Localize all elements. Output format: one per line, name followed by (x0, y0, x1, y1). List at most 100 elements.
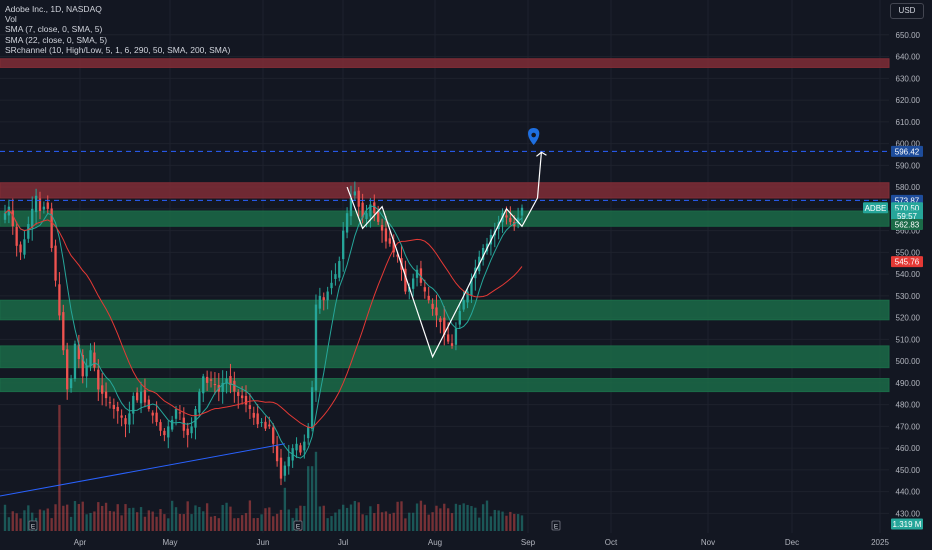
volume-bar-131 (513, 513, 516, 531)
volume-bar-24 (97, 502, 100, 531)
volume-bar-108 (423, 504, 426, 531)
volume-bar-125 (489, 516, 493, 531)
candle-body-18 (73, 343, 77, 379)
candle-body-75 (295, 443, 298, 451)
candle-body-76 (299, 445, 302, 453)
volume-bar-75 (295, 508, 298, 531)
x-tick-5: Sep (521, 538, 536, 547)
x-tick-3: Jul (338, 538, 348, 547)
symbol-title[interactable]: Adobe Inc., 1D, NASDAQ (5, 4, 102, 14)
y-tick-12: 550.00 (896, 248, 921, 257)
candle-body-116 (454, 328, 458, 345)
volume-bar-126 (493, 509, 496, 531)
x-tick-8: Dec (785, 538, 799, 547)
y-tick-13: 560.00 (896, 227, 921, 236)
candle-body-68 (268, 424, 271, 427)
volume-bar-12 (50, 518, 53, 531)
candle-body-67 (264, 421, 267, 429)
pattern-line (346, 152, 542, 359)
volume-bar-55 (217, 518, 220, 531)
trendline (0, 443, 285, 497)
sr-zone-1 (0, 182, 890, 199)
volume-bar-51 (202, 511, 205, 531)
indicator-srchannel[interactable]: SRchannel (10, High/Low, 5, 1, 6, 290, 5… (5, 44, 231, 55)
volume-bar-45 (178, 513, 182, 531)
y-tick-2: 450.00 (896, 466, 921, 475)
candle-body-103 (404, 268, 407, 292)
volume-bar-132 (516, 514, 520, 531)
volume-bar-42 (167, 518, 170, 531)
candle-body-21 (85, 365, 88, 377)
volume-bar-85 (334, 512, 337, 531)
candle-body-34 (135, 392, 139, 401)
candle-body-45 (178, 412, 182, 414)
candle-body-88 (345, 213, 349, 233)
y-tick-6: 490.00 (896, 379, 921, 388)
volume-bar-44 (174, 507, 178, 531)
volume-bar-82 (322, 505, 325, 531)
volume-bar-128 (501, 511, 504, 531)
volume-bar-73 (287, 509, 290, 531)
candle-body-118 (462, 300, 465, 310)
volume-bar-70 (275, 513, 279, 531)
indicator-volume[interactable]: Vol (5, 14, 17, 25)
earnings-marker-0 (28, 520, 38, 531)
volume-bar-18 (73, 501, 77, 531)
candle-body-73 (287, 456, 290, 467)
sr-zone-5 (0, 378, 890, 393)
candle-body-107 (419, 268, 423, 283)
candle-body-31 (124, 418, 127, 425)
candle-body-7 (31, 208, 34, 228)
candle-body-54 (213, 384, 217, 386)
volume-bar-41 (163, 514, 166, 531)
label-ticker-bg (863, 202, 888, 214)
candle-body-78 (307, 426, 310, 439)
candle-body-42 (167, 426, 170, 438)
x-tick-2: Jun (257, 538, 270, 547)
candle-body-106 (415, 269, 419, 278)
volume-bar-57 (225, 502, 228, 531)
volume-bar-107 (419, 500, 423, 531)
volume-bar-52 (205, 503, 209, 531)
sma7-line (4, 205, 523, 459)
candle-body-4 (19, 244, 22, 253)
volume-bar-61 (240, 515, 244, 531)
candle-body-27 (108, 402, 112, 404)
volume-bar-16 (66, 504, 69, 531)
candle-body-30 (120, 415, 123, 418)
candle-body-19 (77, 344, 81, 359)
volume-bar-1 (7, 517, 11, 531)
volume-bar-50 (198, 506, 201, 531)
indicator-sma7[interactable]: SMA (7, close, 0, SMA, 5) (5, 24, 103, 35)
candle-body-111 (435, 307, 438, 316)
candle-body-63 (248, 405, 252, 409)
candle-body-65 (256, 413, 259, 425)
indicator-sma22[interactable]: SMA (22, close, 0, SMA, 5) (5, 34, 108, 45)
candle-body-48 (190, 426, 193, 434)
volume-bar-15 (62, 505, 65, 531)
volume-bar-11 (46, 508, 49, 531)
volume-bar-72 (283, 487, 287, 531)
x-tick-6: Oct (605, 538, 618, 547)
volume-bar-25 (101, 505, 104, 531)
candle-body-94 (369, 204, 372, 217)
sr-zone-2 (0, 210, 890, 227)
volume-bar-119 (466, 504, 469, 531)
currency-button[interactable]: USD (890, 3, 924, 19)
volume-bar-106 (415, 503, 419, 531)
candle-body-53 (209, 379, 213, 381)
volume-bar-101 (396, 501, 399, 531)
candle-body-22 (89, 350, 92, 366)
candle-body-58 (229, 376, 232, 386)
volume-bar-65 (256, 517, 259, 531)
arrow-head (536, 151, 547, 157)
volume-bar-40 (159, 509, 162, 531)
volume-bar-89 (349, 504, 353, 531)
y-tick-22: 650.00 (896, 31, 921, 40)
candle-body-3 (15, 227, 18, 246)
volume-bar-91 (357, 502, 360, 531)
volume-bar-97 (380, 512, 384, 531)
candle-body-29 (116, 406, 119, 412)
y-tick-5: 480.00 (896, 401, 921, 410)
